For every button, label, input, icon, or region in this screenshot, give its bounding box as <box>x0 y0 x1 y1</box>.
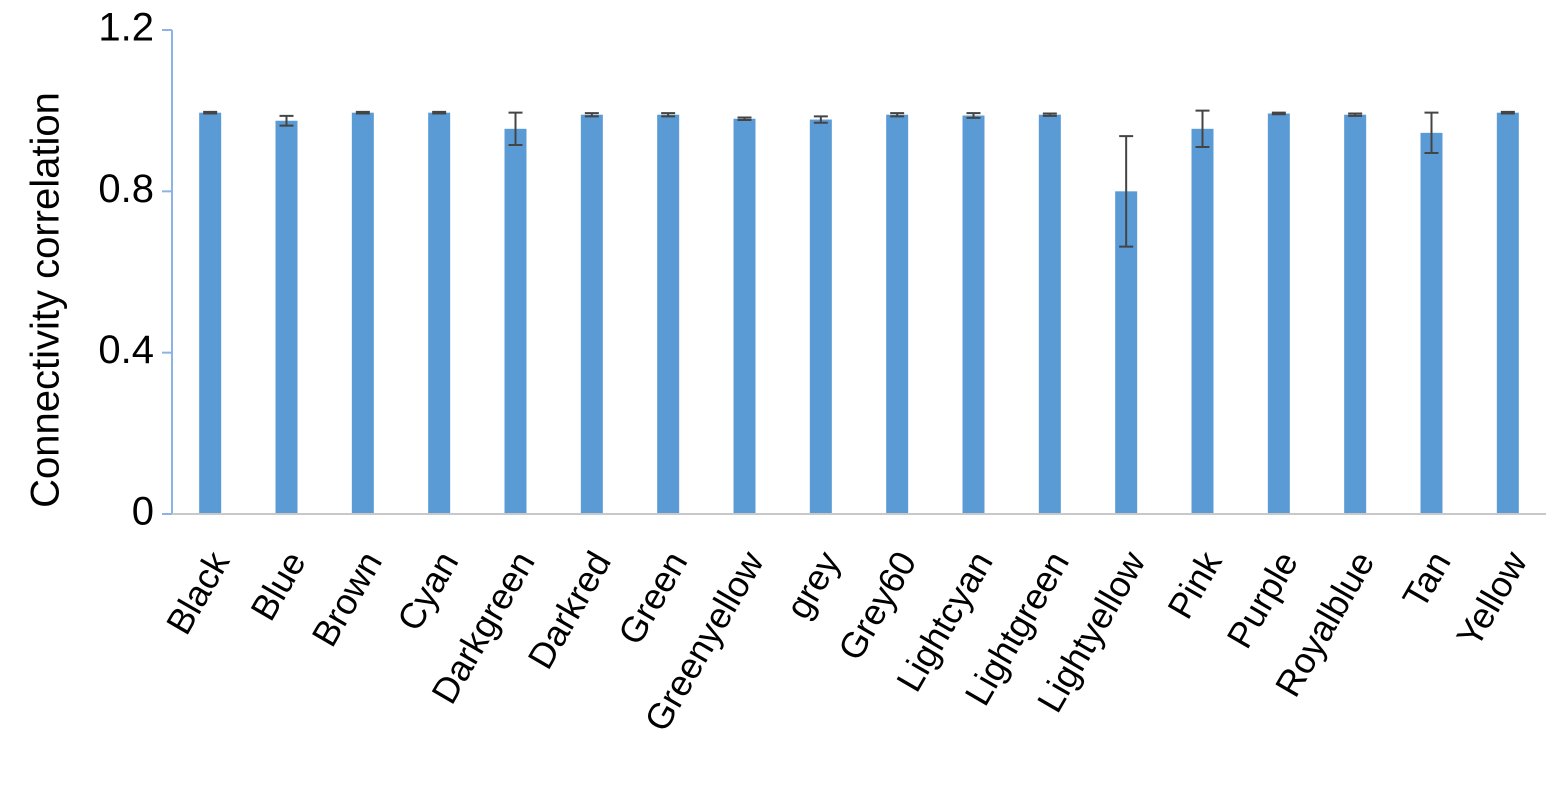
bar <box>504 128 527 515</box>
bar <box>733 118 756 514</box>
x-tick-label: Brown <box>303 544 390 653</box>
error-bar <box>1500 110 1515 115</box>
error-bar <box>813 115 828 124</box>
bar <box>1115 191 1138 515</box>
bar <box>1038 114 1061 514</box>
bar <box>1420 132 1443 514</box>
y-tick-label: 0 <box>132 490 154 534</box>
error-bar <box>508 111 523 146</box>
error-bar <box>584 112 599 118</box>
error-bar <box>1424 111 1439 155</box>
error-bar <box>203 110 218 115</box>
x-tick-label: Cyan <box>389 544 467 637</box>
bar <box>1496 112 1519 514</box>
x-tick-label: Tan <box>1394 544 1459 615</box>
bar <box>275 120 298 514</box>
y-axis-label: Connectivity correlation <box>24 92 68 508</box>
bar <box>657 114 680 514</box>
x-tick-label: Pink <box>1159 543 1230 625</box>
error-bar <box>279 114 294 127</box>
bar <box>886 114 909 514</box>
error-bar <box>1119 135 1134 248</box>
x-tick-label: Yellow <box>1448 543 1535 653</box>
bar <box>1344 114 1367 514</box>
bar <box>1191 128 1214 515</box>
error-bar <box>966 112 981 119</box>
x-tick-label: Black <box>158 543 238 641</box>
x-tick-label: grey <box>777 544 848 625</box>
bar <box>1267 113 1290 515</box>
x-tick-label: Blue <box>242 544 314 627</box>
y-tick-label: 0.8 <box>98 167 154 211</box>
error-bar <box>737 116 752 121</box>
error-bar <box>890 112 905 118</box>
error-bar <box>1042 112 1057 117</box>
bar <box>580 114 603 514</box>
error-bar <box>432 110 447 115</box>
error-bar <box>1195 109 1210 148</box>
error-bar <box>661 112 676 118</box>
bar <box>351 112 374 514</box>
bar <box>199 112 222 514</box>
y-tick-label: 0.4 <box>98 328 154 372</box>
error-bar <box>355 110 370 115</box>
error-bar <box>1271 111 1286 116</box>
bar <box>428 112 451 514</box>
bar <box>962 115 985 515</box>
error-bar <box>1348 112 1363 117</box>
y-tick-label: 1.2 <box>98 6 154 50</box>
bar <box>809 119 832 514</box>
